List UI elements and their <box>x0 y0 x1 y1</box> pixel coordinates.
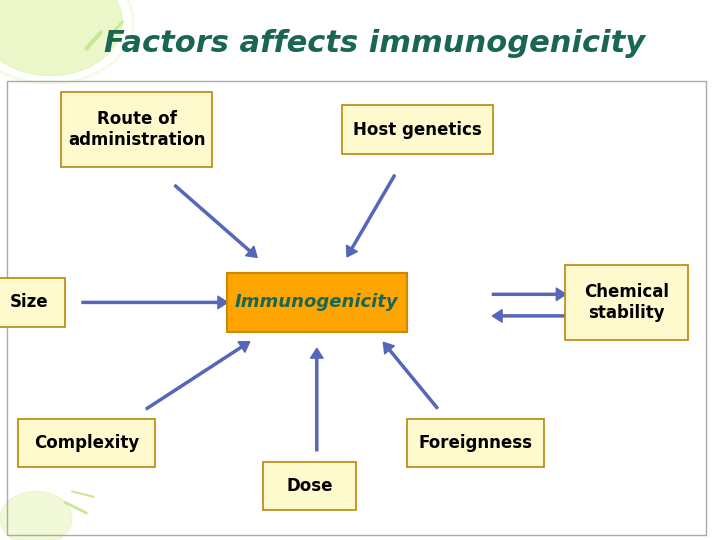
Circle shape <box>0 0 122 76</box>
FancyArrowPatch shape <box>145 342 250 410</box>
FancyBboxPatch shape <box>0 278 65 327</box>
FancyBboxPatch shape <box>61 92 212 167</box>
Text: Size: Size <box>9 293 48 312</box>
FancyBboxPatch shape <box>565 265 688 340</box>
FancyBboxPatch shape <box>227 273 407 332</box>
FancyArrowPatch shape <box>492 309 566 322</box>
FancyArrowPatch shape <box>346 174 395 257</box>
FancyBboxPatch shape <box>407 418 544 467</box>
Text: Foreignness: Foreignness <box>418 434 532 452</box>
Text: Factors affects immunogenicity: Factors affects immunogenicity <box>104 29 645 58</box>
FancyBboxPatch shape <box>263 462 356 510</box>
FancyArrowPatch shape <box>492 288 566 301</box>
Text: Immunogenicity: Immunogenicity <box>235 293 399 312</box>
FancyArrowPatch shape <box>383 342 438 409</box>
Text: Complexity: Complexity <box>34 434 139 452</box>
Circle shape <box>0 491 72 540</box>
Text: Chemical
stability: Chemical stability <box>584 283 669 322</box>
FancyArrowPatch shape <box>174 185 257 258</box>
FancyBboxPatch shape <box>18 418 155 467</box>
Text: Route of
administration: Route of administration <box>68 110 205 149</box>
FancyArrowPatch shape <box>310 348 323 451</box>
Text: Dose: Dose <box>287 477 333 495</box>
Text: Host genetics: Host genetics <box>354 120 482 139</box>
FancyBboxPatch shape <box>342 105 493 154</box>
FancyArrowPatch shape <box>82 296 228 309</box>
